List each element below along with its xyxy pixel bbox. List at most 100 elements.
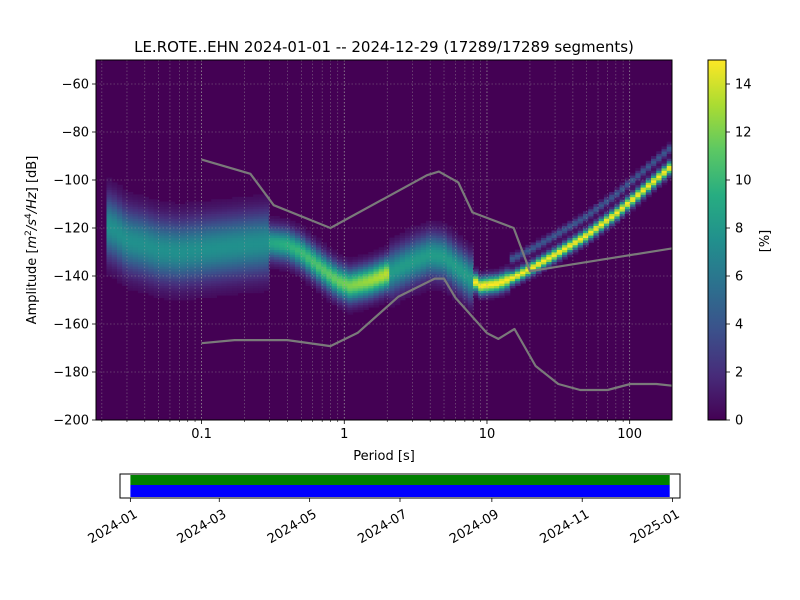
heatmap-cell: [509, 273, 516, 277]
heatmap-cell: [137, 249, 144, 253]
heatmap-cell: [415, 252, 422, 255]
heatmap-cell: [221, 292, 228, 296]
heatmap-cell: [457, 261, 464, 265]
heatmap-cell: [258, 240, 265, 243]
heatmap-cell: [352, 268, 359, 272]
heatmap-cell: [425, 268, 432, 272]
heatmap-cell: [263, 216, 270, 219]
heatmap-cell: [258, 204, 265, 207]
y-tick-label: −80: [62, 126, 89, 141]
heatmap-cell: [452, 292, 458, 296]
heatmap-cell: [164, 237, 170, 241]
heatmap-cell: [577, 228, 584, 231]
heatmap-cell: [174, 283, 181, 286]
heatmap-cell: [619, 189, 626, 193]
heatmap-cell: [645, 194, 652, 198]
heatmap-cell: [562, 249, 568, 253]
heatmap-cell: [143, 223, 149, 226]
heatmap-cell: [551, 235, 558, 238]
heatmap-cell: [352, 280, 359, 284]
heatmap-cell: [300, 278, 307, 282]
heatmap-cell: [588, 240, 595, 243]
heatmap-cell: [221, 242, 228, 246]
heatmap-cell: [258, 196, 265, 200]
heatmap-cell: [326, 273, 333, 277]
heatmap-cell: [336, 300, 343, 303]
heatmap-cell: [185, 211, 191, 214]
heatmap-cell: [132, 259, 139, 262]
heatmap-cell: [457, 256, 464, 260]
heatmap-cell: [221, 211, 228, 214]
heatmap-cell: [242, 249, 249, 253]
heatmap-cell: [174, 211, 181, 214]
heatmap-cell: [300, 256, 307, 260]
heatmap-cell: [164, 216, 170, 219]
heatmap-cell: [274, 254, 280, 258]
heatmap-cell: [226, 240, 233, 243]
heatmap-cell: [598, 216, 605, 219]
heatmap-cell: [331, 268, 338, 272]
heatmap-cell: [185, 292, 191, 296]
heatmap-cell: [153, 230, 160, 234]
heatmap-cell: [336, 271, 343, 274]
heatmap-cell: [232, 225, 238, 229]
heatmap-cell: [373, 261, 380, 265]
heatmap-cell: [164, 285, 170, 289]
heatmap-cell: [132, 208, 139, 212]
heatmap-cell: [666, 165, 672, 169]
heatmap-cell: [200, 288, 207, 291]
heatmap-cell: [179, 240, 186, 243]
heatmap-cell: [111, 196, 118, 200]
heatmap-cell: [190, 232, 197, 236]
heatmap-cell: [378, 249, 385, 253]
heatmap-cell: [253, 254, 259, 258]
heatmap-cell: [368, 268, 375, 272]
timeline-tick-label: 2024-07: [355, 507, 410, 547]
heatmap-cell: [221, 283, 228, 286]
heatmap-cell: [116, 256, 123, 260]
heatmap-cell: [415, 225, 422, 229]
heatmap-cell: [247, 256, 254, 260]
heatmap-cell: [582, 237, 589, 241]
heatmap-cell: [174, 252, 181, 255]
heatmap-cell: [226, 242, 233, 246]
heatmap-cell: [331, 290, 338, 294]
heatmap-cell: [268, 252, 275, 255]
heatmap-cell: [352, 271, 359, 274]
heatmap-cell: [237, 273, 244, 277]
heatmap-cell: [305, 247, 312, 250]
heatmap-cell: [446, 242, 453, 246]
heatmap-cell: [294, 244, 301, 248]
heatmap-cell: [368, 283, 375, 286]
heatmap-cell: [420, 235, 427, 238]
heatmap-cell: [394, 288, 401, 291]
heatmap-cell: [216, 278, 223, 282]
heatmap-cell: [619, 184, 626, 188]
heatmap-cell: [541, 240, 547, 243]
heatmap-cell: [499, 271, 506, 274]
heatmap-cell: [651, 170, 657, 174]
heatmap-cell: [347, 278, 354, 282]
heatmap-cell: [368, 297, 375, 301]
heatmap-cell: [483, 288, 490, 291]
heatmap-cell: [190, 285, 197, 289]
heatmap-cell: [211, 247, 218, 250]
heatmap-cell: [483, 283, 490, 286]
y-tick-label: −180: [53, 366, 89, 381]
heatmap-cell: [535, 264, 542, 267]
heatmap-cell: [661, 170, 668, 174]
heatmap-cell: [551, 230, 558, 234]
heatmap-cell: [122, 256, 129, 260]
heatmap-cell: [116, 204, 123, 207]
heatmap-cell: [624, 208, 631, 212]
heatmap-cell: [106, 244, 113, 248]
heatmap-cell: [488, 285, 495, 289]
heatmap-cell: [294, 228, 301, 231]
heatmap-cell: [352, 273, 359, 277]
heatmap-cell: [305, 280, 312, 284]
heatmap-cell: [216, 220, 223, 224]
heatmap-cell: [373, 280, 380, 284]
heatmap-cell: [258, 256, 265, 260]
heatmap-cell: [336, 288, 343, 291]
heatmap-cell: [431, 237, 437, 241]
